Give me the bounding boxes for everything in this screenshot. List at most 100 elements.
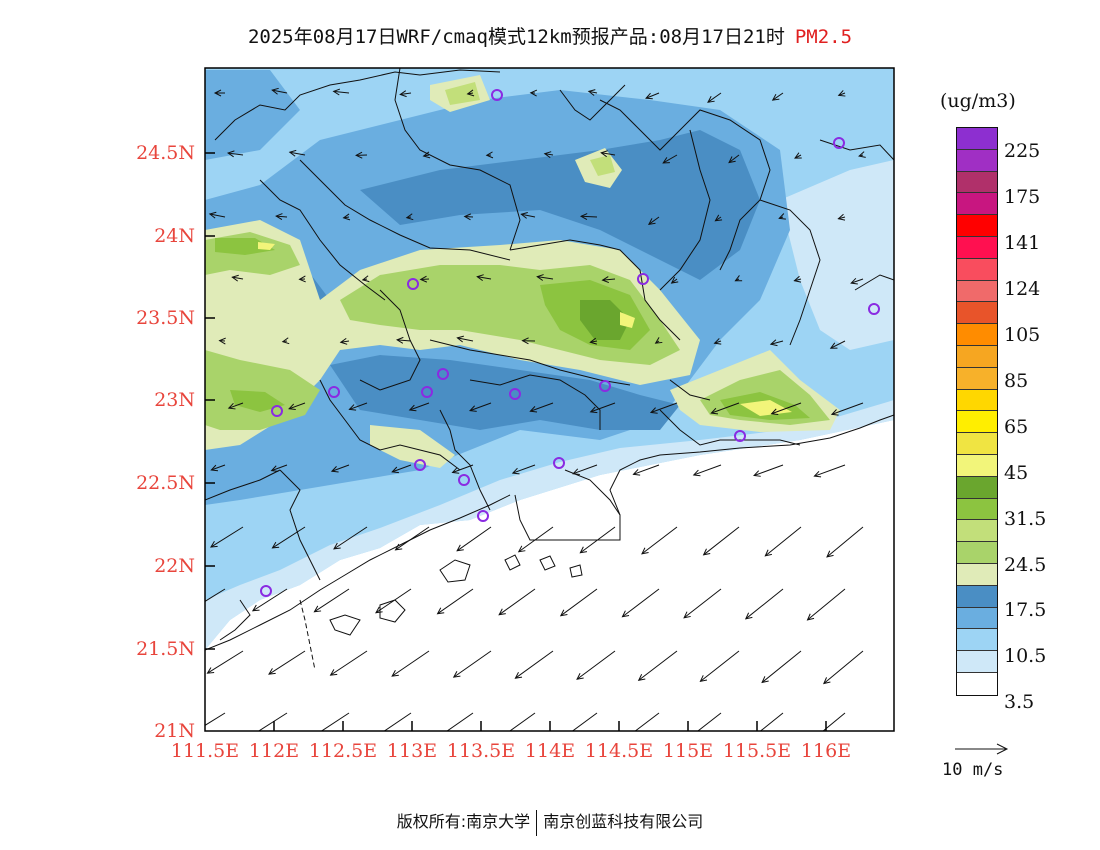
- station-markers: [260, 89, 880, 597]
- lat-label: 23.5N: [136, 307, 195, 329]
- credit-separator: [536, 809, 538, 836]
- wind-vector: [275, 213, 288, 221]
- wind-vector: [543, 151, 554, 159]
- wind-vector: [511, 464, 536, 475]
- station-marker: [734, 430, 746, 442]
- legend-color-swatch: [957, 128, 997, 150]
- station-marker: [599, 380, 611, 392]
- wind-vector: [466, 89, 475, 97]
- lon-label: 115E: [662, 740, 714, 762]
- wind-vector: [399, 90, 412, 98]
- wind-vector: [227, 402, 244, 410]
- wind-vector: [271, 526, 306, 549]
- wind-vector: [761, 650, 802, 684]
- legend-level-label: 124: [1004, 278, 1041, 300]
- copyright-credit: 版权所有:南京大学 南京创蓝科技有限公司: [0, 808, 1100, 836]
- legend-level-label: 225: [1004, 140, 1041, 162]
- wind-vector: [446, 712, 474, 731]
- wind-vector: [405, 213, 414, 221]
- legend-color-swatch: [957, 454, 997, 477]
- wind-vector: [822, 650, 864, 685]
- legend-level-label: 175: [1004, 186, 1041, 208]
- wind-vector: [589, 337, 598, 345]
- wind-vector: [769, 339, 784, 347]
- wind-vector: [697, 712, 722, 731]
- wind-vector: [692, 464, 722, 477]
- wind-vector: [361, 275, 370, 283]
- lon-label: 111.5E: [170, 740, 240, 762]
- wind-vector: [793, 275, 802, 283]
- wind-vector: [837, 90, 846, 97]
- wind-vector: [589, 402, 616, 414]
- lat-label: 22N: [154, 555, 195, 577]
- wind-vector: [654, 337, 663, 344]
- credit-right: 南京创蓝科技有限公司: [543, 812, 704, 831]
- wind-vector: [829, 340, 846, 349]
- concentration-field: [205, 68, 894, 731]
- legend-color-swatch: [957, 672, 997, 695]
- wind-vector: [205, 588, 226, 602]
- wind-vector: [579, 213, 598, 220]
- legend-color-swatch: [957, 149, 997, 172]
- lat-label: 24N: [154, 225, 195, 247]
- station-marker: [553, 457, 565, 469]
- species-label: PM2.5: [794, 26, 853, 48]
- wind-vector: [794, 152, 802, 159]
- wind-vector: [714, 214, 723, 222]
- wind-vector: [342, 213, 351, 221]
- wind-vector: [858, 151, 866, 158]
- legend-level-label: 10.5: [1004, 645, 1047, 667]
- wind-vector: [641, 526, 678, 555]
- title-text: 2025年08月17日WRF/cmaq模式12km预报产品:08月17日21时: [247, 26, 785, 48]
- wind-vector: [456, 526, 492, 552]
- wind-vector: [778, 213, 786, 220]
- lon-label: 116E: [800, 740, 852, 762]
- legend-unit: (ug/m3): [940, 90, 1016, 112]
- color-legend-bar: [956, 127, 998, 696]
- station-marker: [637, 273, 649, 285]
- lon-label: 112E: [248, 740, 300, 762]
- wind-vector: [419, 275, 430, 283]
- wind-vector: [281, 337, 290, 345]
- wind-vector: [521, 337, 536, 345]
- wind-vector: [830, 402, 864, 416]
- wind-vector: [395, 336, 412, 344]
- wind-vector: [699, 650, 740, 683]
- wind-vector: [571, 712, 598, 731]
- wind-vector: [683, 588, 722, 619]
- legend-level-label: 24.5: [1004, 554, 1047, 576]
- legend-color-swatch: [957, 324, 997, 346]
- wind-vector: [707, 92, 722, 103]
- lon-label: 114E: [524, 740, 576, 762]
- wind-vector: [208, 211, 226, 219]
- legend-color-swatch: [957, 367, 997, 390]
- wind-vector: [252, 712, 288, 731]
- map-title: 2025年08月17日WRF/cmaq模式12km预报产品:08月17日21时 P…: [0, 22, 1100, 49]
- wind-vector: [271, 87, 288, 95]
- wind-vector: [822, 712, 846, 731]
- legend-color-swatch: [957, 258, 997, 281]
- lon-label: 113E: [386, 740, 438, 762]
- legend-color-swatch: [957, 236, 997, 259]
- legend-color-swatch: [957, 302, 997, 325]
- station-marker: [328, 386, 340, 398]
- wind-vector: [637, 650, 678, 681]
- legend-level-label: 141: [1004, 232, 1041, 254]
- wind-vector: [251, 588, 288, 612]
- station-marker: [260, 585, 272, 597]
- wind-vector: [587, 89, 598, 96]
- wind-vector: [313, 588, 350, 613]
- wind-vector: [329, 650, 368, 676]
- wind-vector: [451, 464, 474, 474]
- admin-boundaries: [205, 68, 894, 671]
- wind-vector: [536, 274, 554, 281]
- wind-vector: [355, 151, 368, 159]
- wind-vector: [288, 402, 306, 411]
- wind-vector: [463, 213, 474, 221]
- lat-label: 21.5N: [136, 638, 195, 660]
- lon-label: 113.5E: [446, 740, 516, 762]
- wind-vector: [520, 212, 536, 219]
- wind-vector: [210, 464, 226, 472]
- wind-vector: [670, 276, 679, 284]
- legend-level-label: 17.5: [1004, 599, 1047, 621]
